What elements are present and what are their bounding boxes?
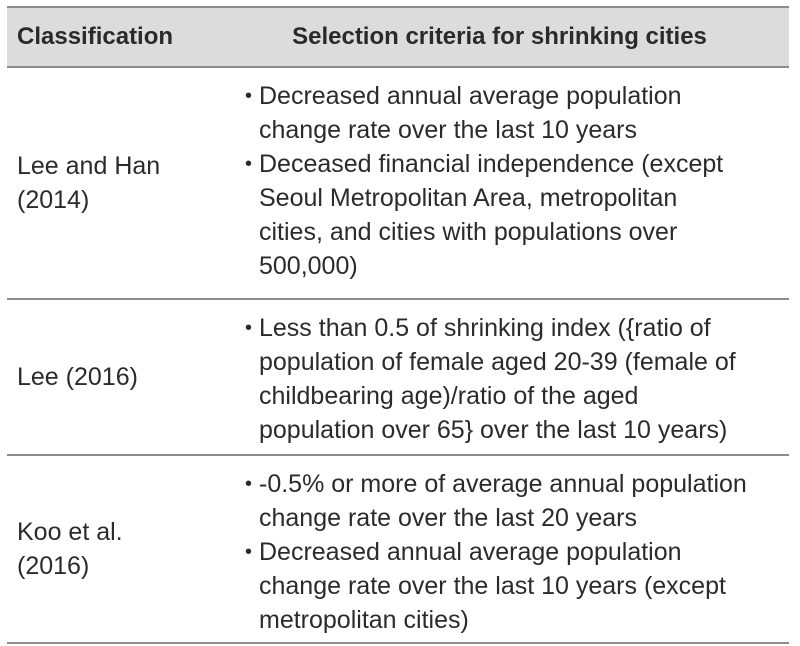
- criteria-item: • Deceased financial independence (excep…: [245, 147, 789, 283]
- criteria-item: • -0.5% or more of average annual popula…: [245, 467, 789, 535]
- table-row: Lee and Han (2014) • Decreased annual av…: [7, 68, 789, 300]
- table-header: Classification Selection criteria for sh…: [7, 6, 789, 68]
- criteria-item: • Decreased annual average population ch…: [245, 79, 789, 147]
- row-criteria: • Less than 0.5 of shrinking index ({rat…: [232, 300, 789, 454]
- header-classification: Classification: [17, 23, 174, 50]
- row-criteria: • -0.5% or more of average annual popula…: [232, 456, 789, 642]
- classification-text: Lee (2016): [17, 363, 138, 391]
- classification-text: Lee and Han (2014): [17, 152, 161, 214]
- table-row: Lee (2016) • Less than 0.5 of shrinking …: [7, 300, 789, 456]
- criteria-text: Decreased annual average population chan…: [259, 538, 726, 634]
- criteria-text: Less than 0.5 of shrinking index ({ratio…: [259, 314, 736, 444]
- criteria-text: Decreased annual average population chan…: [259, 82, 682, 144]
- classification-text: Koo et al. (2016): [17, 518, 123, 580]
- row-classification: Lee and Han (2014): [7, 68, 232, 298]
- row-classification: Lee (2016): [7, 300, 232, 454]
- bullet-icon: •: [245, 153, 253, 175]
- row-classification: Koo et al. (2016): [7, 456, 232, 642]
- criteria-text: -0.5% or more of average annual populati…: [259, 470, 747, 532]
- bullet-icon: •: [245, 317, 253, 339]
- criteria-item: • Decreased annual average population ch…: [245, 535, 789, 637]
- bullet-icon: •: [245, 473, 253, 495]
- row-criteria: • Decreased annual average population ch…: [232, 68, 789, 298]
- bullet-icon: •: [245, 541, 253, 563]
- bullet-icon: •: [245, 85, 253, 107]
- criteria-text: Deceased financial independence (except …: [259, 150, 724, 280]
- header-criteria: Selection criteria for shrinking cities: [292, 23, 707, 50]
- criteria-item: • Less than 0.5 of shrinking index ({rat…: [245, 311, 789, 447]
- table-row: Koo et al. (2016) • -0.5% or more of ave…: [7, 456, 789, 644]
- criteria-table: Classification Selection criteria for sh…: [7, 6, 789, 644]
